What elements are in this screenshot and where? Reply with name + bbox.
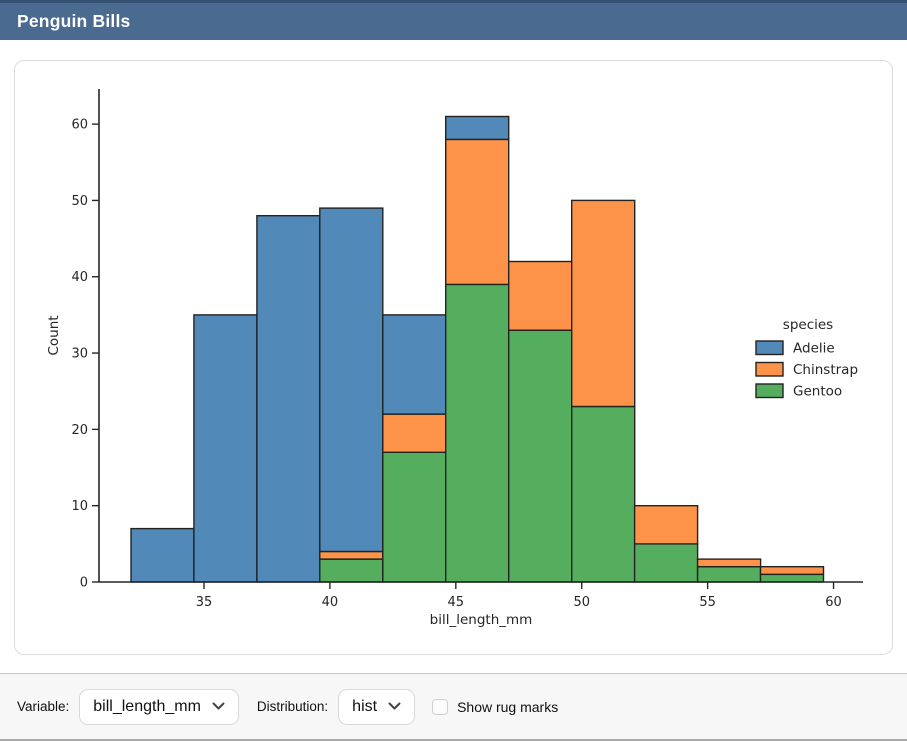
bar-segment-adelie (319, 207, 384, 553)
bar-segment-chinstrap (508, 260, 573, 331)
show-rug-checkbox[interactable] (432, 698, 449, 715)
bar-segment-gentoo (633, 543, 699, 583)
y-tick-label: 40 (71, 270, 88, 285)
chevron-down-icon (212, 702, 225, 711)
legend-entry-label: Chinstrap (793, 362, 858, 378)
bar-segment-chinstrap (571, 199, 636, 408)
chart-card: 0 10 20 30 40 50 60 35 40 45 50 55 60 bill_length_mm C… (14, 60, 893, 655)
y-tick-label: 50 (71, 194, 88, 209)
distribution-label: Distribution: (256, 699, 329, 714)
bar-segment-adelie (256, 214, 321, 583)
bar-segment-gentoo (445, 283, 510, 583)
legend-entry-label: Gentoo (793, 384, 842, 400)
legend-swatch-adelie (755, 340, 784, 356)
bar-segment-gentoo (696, 566, 762, 583)
x-tick-label: 55 (699, 595, 716, 610)
legend-title: species (783, 317, 833, 333)
x-tick-label: 50 (573, 595, 590, 610)
bar-segment-gentoo (571, 405, 636, 583)
distribution-select-value: hist (352, 697, 378, 715)
bar-segment-chinstrap (696, 558, 762, 568)
bar-segment-chinstrap (633, 505, 699, 545)
distribution-select[interactable]: hist (338, 688, 416, 725)
y-tick-label: 20 (71, 423, 88, 438)
legend-entry-label: Adelie (793, 341, 835, 357)
bar-segment-adelie (193, 314, 258, 583)
variable-select[interactable]: bill_length_mm (79, 688, 239, 725)
bar-segment-adelie (445, 115, 510, 141)
variable-label: Variable: (17, 699, 70, 714)
legend-swatch-chinstrap (755, 361, 784, 377)
x-tick-label: 35 (196, 595, 213, 610)
bar-segment-adelie (382, 314, 447, 415)
bar-segment-gentoo (319, 558, 384, 583)
x-tick-label: 45 (448, 595, 465, 610)
bar-segment-gentoo (382, 451, 447, 583)
x-tick-label: 60 (825, 595, 842, 610)
bar-segment-chinstrap (382, 413, 447, 454)
variable-select-value: bill_length_mm (93, 697, 201, 715)
page-title: Penguin Bills (17, 11, 131, 31)
y-tick-label: 10 (71, 499, 88, 514)
bar-segment-gentoo (759, 573, 825, 583)
y-axis-label: Count (46, 315, 62, 355)
show-rug-label: Show rug marks (457, 698, 559, 715)
control-bar: Variable: bill_length_mm Distribution: h… (0, 673, 907, 741)
app-titlebar: Penguin Bills (0, 0, 907, 40)
bar-segment-chinstrap (445, 138, 510, 286)
bar-segment-chinstrap (319, 550, 384, 560)
y-tick-label: 30 (71, 347, 88, 362)
x-axis-label: bill_length_mm (430, 612, 533, 628)
y-tick-label: 0 (80, 576, 88, 591)
x-tick-label: 40 (322, 595, 339, 610)
chevron-down-icon (388, 702, 401, 711)
bar-segment-chinstrap (759, 566, 825, 576)
legend-swatch-gentoo (755, 383, 784, 399)
y-tick-label: 60 (71, 118, 88, 133)
penguin-histogram-chart: 0 10 20 30 40 50 60 35 40 45 50 55 60 bill_length_mm C… (46, 89, 863, 628)
bar-segment-adelie (130, 527, 195, 583)
bar-segment-gentoo (508, 329, 573, 583)
